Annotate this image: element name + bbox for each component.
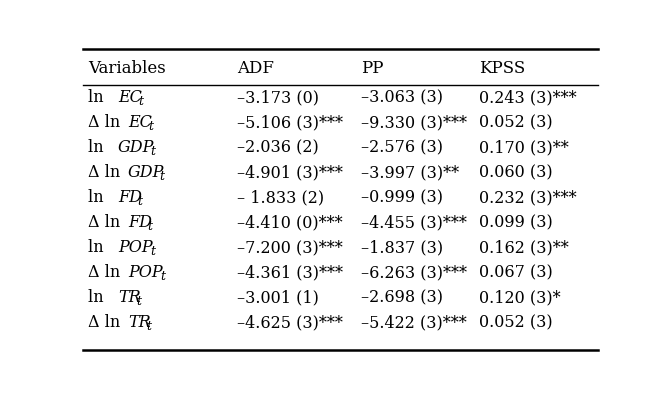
Text: 0.067 (3): 0.067 (3) [479, 265, 553, 281]
Text: KPSS: KPSS [479, 60, 525, 77]
Text: ln: ln [88, 239, 109, 256]
Text: 0.052 (3): 0.052 (3) [479, 114, 553, 131]
Text: –7.200 (3)***: –7.200 (3)*** [238, 239, 343, 256]
Text: POP: POP [127, 265, 163, 281]
Text: 0.243 (3)***: 0.243 (3)*** [479, 89, 577, 107]
Text: t: t [146, 320, 151, 333]
Text: Δ ln: Δ ln [88, 265, 125, 281]
Text: 0.052 (3): 0.052 (3) [479, 314, 553, 331]
Text: t: t [139, 95, 143, 108]
Text: –4.901 (3)***: –4.901 (3)*** [238, 164, 343, 181]
Text: –3.997 (3)**: –3.997 (3)** [361, 164, 459, 181]
Text: t: t [159, 170, 165, 183]
Text: Δ ln: Δ ln [88, 214, 125, 231]
Text: –2.576 (3): –2.576 (3) [361, 139, 443, 156]
Text: –5.106 (3)***: –5.106 (3)*** [238, 114, 343, 131]
Text: EC: EC [118, 89, 142, 107]
Text: ADF: ADF [238, 60, 274, 77]
Text: t: t [137, 195, 143, 208]
Text: GDP: GDP [118, 139, 154, 156]
Text: TR: TR [127, 314, 150, 331]
Text: –1.837 (3): –1.837 (3) [361, 239, 443, 256]
Text: Δ ln: Δ ln [88, 114, 125, 131]
Text: POP: POP [118, 239, 153, 256]
Text: –9.330 (3)***: –9.330 (3)*** [361, 114, 467, 131]
Text: 0.120 (3)*: 0.120 (3)* [479, 289, 561, 307]
Text: – 1.833 (2): – 1.833 (2) [238, 189, 325, 206]
Text: 0.170 (3)**: 0.170 (3)** [479, 139, 569, 156]
Text: t: t [160, 270, 165, 283]
Text: 0.060 (3): 0.060 (3) [479, 164, 553, 181]
Text: ln: ln [88, 289, 109, 307]
Text: Δ ln: Δ ln [88, 314, 125, 331]
Text: FD: FD [127, 214, 152, 231]
Text: –4.625 (3)***: –4.625 (3)*** [238, 314, 343, 331]
Text: –3.173 (0): –3.173 (0) [238, 89, 319, 107]
Text: FD: FD [118, 189, 142, 206]
Text: t: t [148, 120, 153, 133]
Text: –0.999 (3): –0.999 (3) [361, 189, 443, 206]
Text: 0.099 (3): 0.099 (3) [479, 214, 553, 231]
Text: –4.410 (0)***: –4.410 (0)*** [238, 214, 343, 231]
Text: Δ ln: Δ ln [88, 164, 125, 181]
Text: –5.422 (3)***: –5.422 (3)*** [361, 314, 467, 331]
Text: t: t [150, 145, 155, 158]
Text: TR: TR [118, 289, 141, 307]
Text: –6.263 (3)***: –6.263 (3)*** [361, 265, 467, 281]
Text: –3.001 (1): –3.001 (1) [238, 289, 319, 307]
Text: PP: PP [361, 60, 383, 77]
Text: Variables: Variables [88, 60, 166, 77]
Text: EC: EC [127, 114, 151, 131]
Text: –2.698 (3): –2.698 (3) [361, 289, 443, 307]
Text: 0.232 (3)***: 0.232 (3)*** [479, 189, 577, 206]
Text: GDP: GDP [127, 164, 164, 181]
Text: ln: ln [88, 189, 109, 206]
Text: ln: ln [88, 139, 109, 156]
Text: –3.063 (3): –3.063 (3) [361, 89, 443, 107]
Text: –4.361 (3)***: –4.361 (3)*** [238, 265, 343, 281]
Text: 0.162 (3)**: 0.162 (3)** [479, 239, 569, 256]
Text: t: t [151, 245, 155, 258]
Text: t: t [147, 220, 152, 233]
Text: –2.036 (2): –2.036 (2) [238, 139, 319, 156]
Text: ln: ln [88, 89, 109, 107]
Text: t: t [137, 295, 141, 308]
Text: –4.455 (3)***: –4.455 (3)*** [361, 214, 467, 231]
